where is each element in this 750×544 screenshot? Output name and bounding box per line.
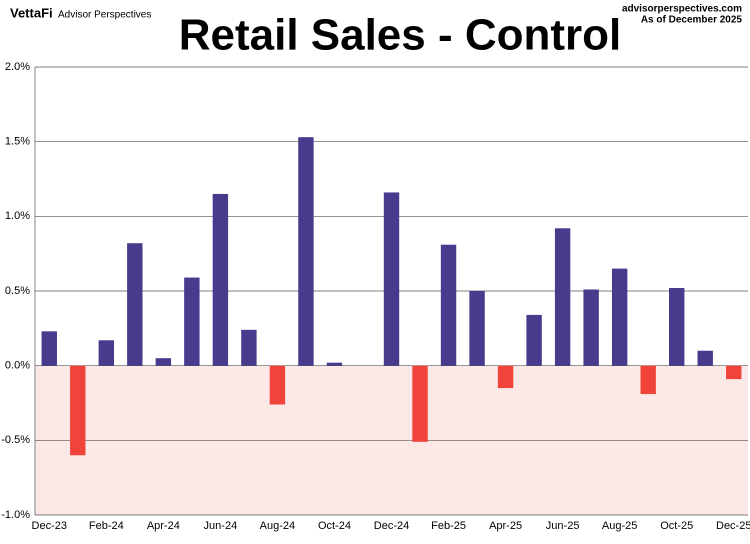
- chart-title: Retail Sales - Control: [179, 11, 622, 60]
- bar: [241, 329, 257, 366]
- y-tick-label: 1.5%: [5, 136, 30, 148]
- bar: [298, 137, 314, 366]
- x-tick-label: Jun-24: [204, 520, 238, 532]
- brand: VettaFi: [10, 5, 53, 20]
- bar: [469, 291, 485, 366]
- x-tick-label: Apr-25: [489, 520, 522, 532]
- bar: [526, 314, 542, 366]
- bar: [184, 277, 200, 366]
- bar: [640, 365, 656, 395]
- x-tick-label: Oct-25: [660, 520, 693, 532]
- x-tick-label: Dec-25: [716, 520, 750, 532]
- bar: [326, 362, 343, 366]
- brand-sub: Advisor Perspectives: [58, 10, 151, 21]
- x-tick-label: Dec-23: [32, 520, 67, 532]
- bar: [383, 192, 400, 366]
- x-tick-label: Aug-24: [260, 520, 295, 532]
- y-tick-label: -0.5%: [1, 434, 30, 446]
- y-tick-label: 2.0%: [5, 61, 30, 73]
- source: advisorperspectives.com: [622, 4, 742, 15]
- bar: [440, 244, 457, 366]
- bar: [269, 365, 286, 405]
- bar: [726, 365, 742, 380]
- x-tick-label: Dec-24: [374, 520, 409, 532]
- y-tick-label: -1.0%: [1, 509, 30, 521]
- y-tick-label: 1.0%: [5, 210, 30, 222]
- bar: [70, 365, 86, 456]
- bar: [41, 331, 57, 366]
- bar: [212, 193, 229, 366]
- bar: [155, 358, 172, 366]
- x-tick-label: Feb-25: [431, 520, 466, 532]
- x-tick-label: Apr-24: [147, 520, 180, 532]
- as-of: As of December 2025: [641, 15, 743, 26]
- y-tick-label: 0.5%: [5, 285, 30, 297]
- x-tick-label: Aug-25: [602, 520, 637, 532]
- bar: [127, 243, 143, 366]
- bar: [668, 288, 685, 366]
- y-tick-label: 0.0%: [5, 360, 30, 372]
- bar: [412, 365, 428, 442]
- bar: [583, 289, 599, 366]
- bar: [497, 365, 514, 389]
- x-tick-label: Oct-24: [318, 520, 351, 532]
- bar: [611, 268, 628, 366]
- bar: [98, 340, 115, 366]
- x-tick-label: Jun-25: [546, 520, 580, 532]
- bar: [554, 228, 571, 366]
- bar: [697, 350, 713, 366]
- x-tick-label: Feb-24: [89, 520, 124, 532]
